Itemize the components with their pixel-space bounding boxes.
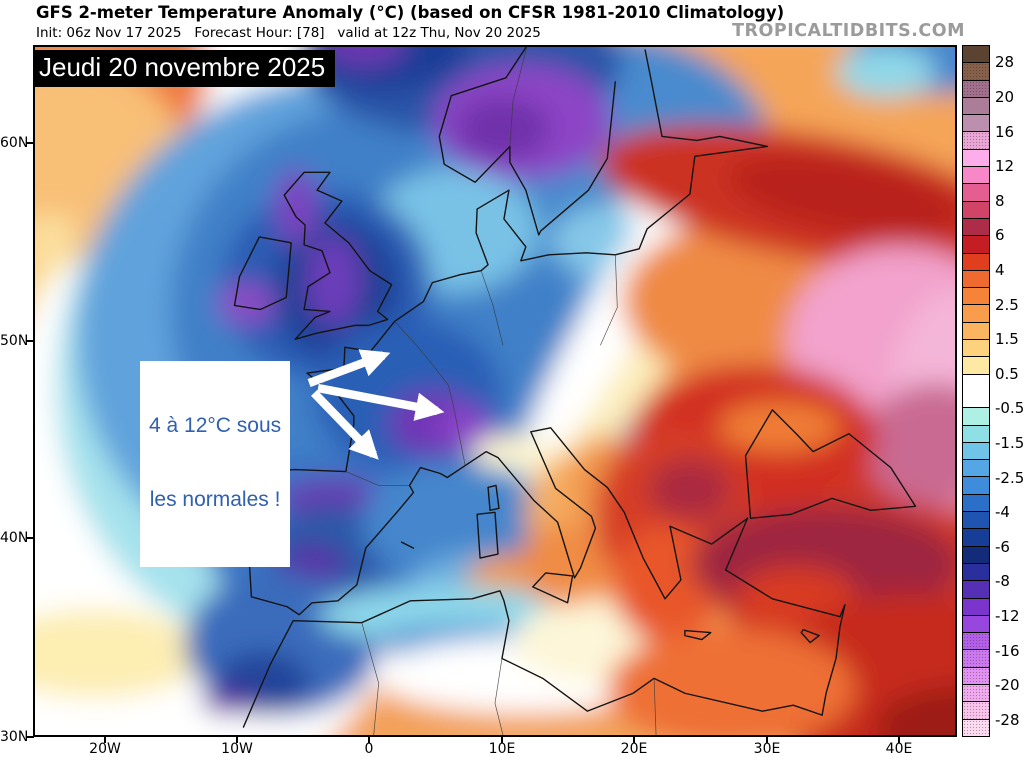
colorbar-label-20: 20 [995, 87, 1015, 106]
colorbar-segment [963, 288, 989, 306]
colorbar-segment [963, 425, 989, 443]
colorbar-label-6: 6 [995, 226, 1005, 245]
colorbar-label-28: 28 [995, 53, 1015, 72]
colorbar-label-8: 8 [995, 191, 1005, 210]
lon-label-20E: 20E [620, 741, 648, 757]
map-canvas: Jeudi 20 novembre 2025 4 à 12°C sous les… [33, 45, 957, 737]
colorbar-segment [963, 357, 989, 375]
colorbar-label-4: 4 [995, 260, 1005, 279]
colorbar-segment [963, 442, 989, 461]
lon-tick [898, 736, 900, 743]
colorbar-segment [963, 132, 989, 150]
lon-label-10W: 10W [221, 741, 253, 757]
lat-label-50N: 50N [0, 333, 29, 349]
colorbar-segment [963, 236, 989, 254]
colorbar-label-1.5: 1.5 [995, 330, 1019, 349]
colorbar-label--6: -6 [995, 537, 1010, 556]
colorbar-label--2.5: -2.5 [995, 468, 1024, 487]
colorbar-label--20: -20 [995, 676, 1020, 695]
colorbar-segment [963, 305, 989, 323]
init-info: Init: 06z Nov 17 2025 Forecast Hour: [78… [36, 25, 541, 41]
colorbar-segment [963, 581, 989, 599]
colorbar-segment [963, 529, 989, 547]
colorbar-label--4: -4 [995, 503, 1010, 522]
colorbar-segment [963, 201, 989, 219]
colorbar-segment [963, 184, 989, 202]
lon-tick [368, 736, 370, 743]
colorbar-label-16: 16 [995, 122, 1015, 141]
colorbar-segment [963, 719, 989, 736]
page-title: GFS 2-meter Temperature Anomaly (°C) (ba… [36, 3, 785, 22]
colorbar-segment [963, 615, 989, 634]
colorbar-segment [963, 322, 989, 341]
lon-label-10E: 10E [488, 741, 516, 757]
lon-tick [501, 736, 503, 743]
coastlines [233, 47, 917, 728]
colorbar-segment [963, 633, 989, 651]
lon-label-20W: 20W [89, 741, 121, 757]
colorbar-segment [963, 702, 989, 720]
colorbar-segment [963, 650, 989, 668]
colorbar-segment [963, 546, 989, 564]
lon-label-40E: 40E [885, 741, 913, 757]
colorbar-segment [963, 218, 989, 237]
colorbar-segment [963, 684, 989, 703]
annotation-arrows [307, 349, 445, 460]
colorbar-segment [963, 63, 989, 81]
colorbar-segment [963, 512, 989, 530]
colorbar-label--28: -28 [995, 710, 1020, 729]
lat-tick [26, 340, 34, 342]
lat-tick [26, 142, 34, 144]
date-badge: Jeudi 20 novembre 2025 [35, 50, 336, 87]
lat-tick [26, 537, 34, 539]
colorbar-segment [963, 477, 989, 495]
lat-label-40N: 40N [0, 530, 29, 546]
lon-tick [766, 736, 768, 743]
lon-tick [633, 736, 635, 743]
colorbar-segment [963, 253, 989, 271]
lon-label-0: 0 [364, 741, 374, 757]
watermark: TROPICALTIDBITS.COM [732, 21, 965, 41]
annotation-line2: les normales ! [149, 487, 281, 511]
colorbar-label-0.5: 0.5 [995, 364, 1019, 383]
colorbar-segment [963, 167, 989, 185]
colorbar-label-2.5: 2.5 [995, 295, 1019, 314]
colorbar-label--0.5: -0.5 [995, 399, 1024, 418]
colorbar-segment [963, 563, 989, 582]
colorbar-segment [963, 408, 989, 426]
colorbar-segment [963, 494, 989, 513]
colorbar-segment [963, 149, 989, 168]
colorbar-label--12: -12 [995, 606, 1020, 625]
colorbar-label--16: -16 [995, 641, 1020, 660]
colorbar-segment [963, 598, 989, 616]
lat-label-30N: 30N [0, 729, 29, 745]
colorbar-segment [963, 340, 989, 358]
annotation-line1: 4 à 12°C sous [149, 413, 282, 437]
colorbar-segment [963, 374, 989, 409]
lon-label-30E: 30E [753, 741, 781, 757]
colorbar-segment [963, 667, 989, 685]
colorbar-labels: 28 20 16 12 8 6 4 2.5 1.5 0.5 -0.5 -1.5 -2.5 -4 -6 -8 -1… [995, 45, 1024, 737]
colorbar-segment [963, 97, 989, 116]
lon-tick [104, 736, 106, 743]
colorbar-segment [963, 460, 989, 478]
colorbar-label-12: 12 [995, 157, 1015, 176]
colorbar-segment [963, 80, 989, 98]
lon-tick [236, 736, 238, 743]
colorbar-label--8: -8 [995, 572, 1010, 591]
colorbar [962, 45, 990, 737]
annotation-box: 4 à 12°C sous les normales ! [140, 361, 291, 568]
country-borders [345, 47, 657, 735]
lat-tick [26, 736, 34, 738]
colorbar-segment [963, 46, 989, 64]
lat-label-60N: 60N [0, 135, 29, 151]
colorbar-segment [963, 115, 989, 133]
colorbar-label--1.5: -1.5 [995, 433, 1024, 452]
colorbar-segment [963, 270, 989, 289]
